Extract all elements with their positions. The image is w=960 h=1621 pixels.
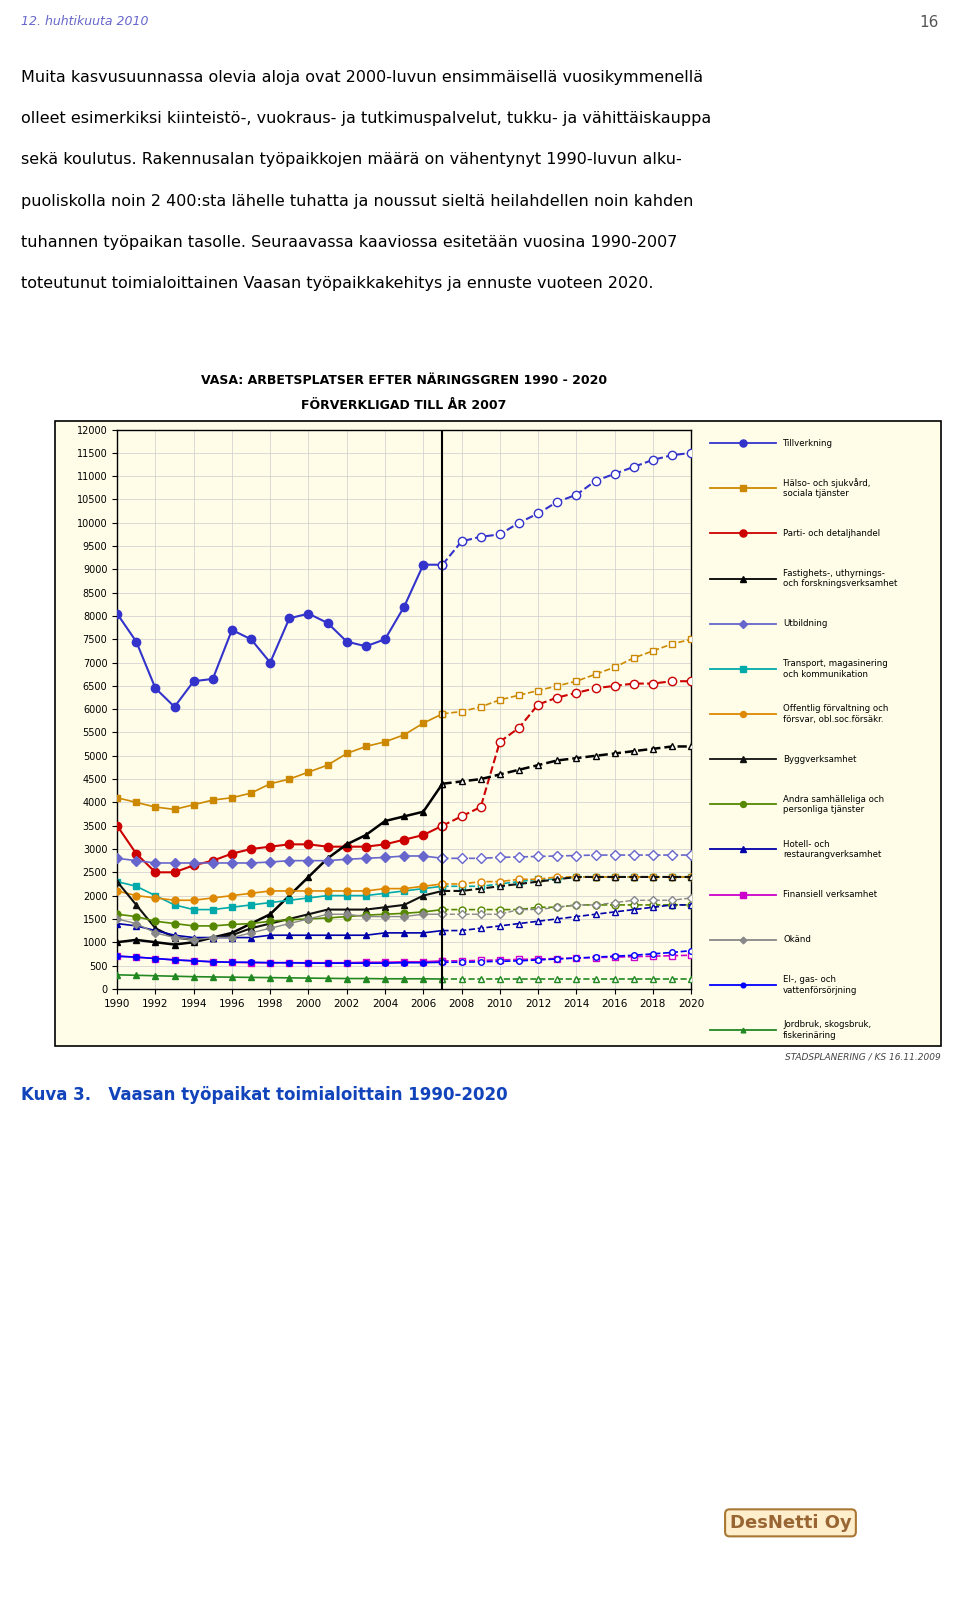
Text: DesNetti Oy: DesNetti Oy	[730, 1514, 852, 1532]
Text: VASA: ARBETSPLATSER EFTER NÄRINGSGREN 1990 - 2020: VASA: ARBETSPLATSER EFTER NÄRINGSGREN 19…	[201, 374, 608, 387]
Text: Okänd: Okänd	[783, 935, 811, 943]
Text: Hotell- och
restaurangverksamhet: Hotell- och restaurangverksamhet	[783, 840, 881, 859]
Text: Utbildning: Utbildning	[783, 619, 828, 629]
Text: FÖRVERKLIGAD TILL ÅR 2007: FÖRVERKLIGAD TILL ÅR 2007	[301, 399, 507, 412]
Text: El-, gas- och
vattenförsörjning: El-, gas- och vattenförsörjning	[783, 976, 857, 995]
Text: 16: 16	[920, 15, 939, 31]
Text: Fastighets-, uthyrnings-
och forskningsverksamhet: Fastighets-, uthyrnings- och forskningsv…	[783, 569, 898, 588]
Text: Offentlig förvaltning och
försvar, obl.soc.försäkr.: Offentlig förvaltning och försvar, obl.s…	[783, 704, 889, 723]
Text: olleet esimerkiksi kiinteistö-, vuokraus- ja tutkimuspalvelut, tukku- ja vähittä: olleet esimerkiksi kiinteistö-, vuokraus…	[21, 110, 711, 126]
Text: Finansiell verksamhet: Finansiell verksamhet	[783, 890, 877, 900]
Text: Hälso- och sjukvård,
sociala tjänster: Hälso- och sjukvård, sociala tjänster	[783, 478, 871, 499]
Text: Muita kasvusuunnassa olevia aloja ovat 2000-luvun ensimmäisellä vuosikymmenellä: Muita kasvusuunnassa olevia aloja ovat 2…	[21, 70, 704, 84]
Text: sekä koulutus. Rakennusalan työpaikkojen määrä on vähentynyt 1990-luvun alku-: sekä koulutus. Rakennusalan työpaikkojen…	[21, 152, 682, 167]
Text: Parti- och detaljhandel: Parti- och detaljhandel	[783, 528, 880, 538]
Text: Byggverksamhet: Byggverksamhet	[783, 755, 856, 763]
Text: 12. huhtikuuta 2010: 12. huhtikuuta 2010	[21, 15, 149, 29]
Text: STADSPLANERING / KS 16.11.2009: STADSPLANERING / KS 16.11.2009	[785, 1052, 941, 1062]
Text: toteutunut toimialoittainen Vaasan työpaikkakehitys ja ennuste vuoteen 2020.: toteutunut toimialoittainen Vaasan työpa…	[21, 277, 654, 292]
Text: Jordbruk, skogsbruk,
fiskerinäring: Jordbruk, skogsbruk, fiskerinäring	[783, 1020, 872, 1039]
Text: Tillverkning: Tillverkning	[783, 439, 833, 447]
Text: Transport, magasinering
och kommunikation: Transport, magasinering och kommunikatio…	[783, 660, 888, 679]
Text: tuhannen työpaikan tasolle. Seuraavassa kaaviossa esitetään vuosina 1990-2007: tuhannen työpaikan tasolle. Seuraavassa …	[21, 235, 678, 250]
Text: puoliskolla noin 2 400:sta lähelle tuhatta ja noussut sieltä heilahdellen noin k: puoliskolla noin 2 400:sta lähelle tuhat…	[21, 195, 693, 209]
Text: Kuva 3.   Vaasan työpaikat toimialoittain 1990-2020: Kuva 3. Vaasan työpaikat toimialoittain …	[21, 1086, 508, 1104]
Text: Andra samhälleliga och
personliga tjänster: Andra samhälleliga och personliga tjänst…	[783, 794, 884, 814]
